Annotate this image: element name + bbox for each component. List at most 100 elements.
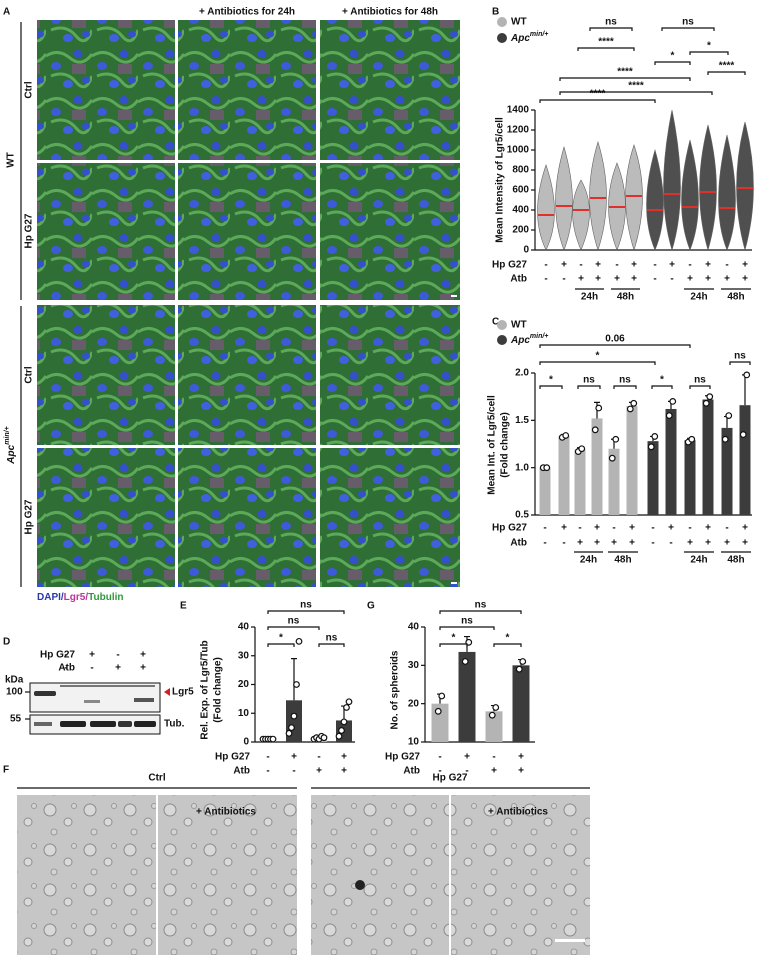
legend-label: WT bbox=[511, 17, 527, 28]
data-point bbox=[290, 712, 298, 720]
group-label: Hp G27 bbox=[432, 773, 467, 784]
group-label: 24h bbox=[581, 292, 598, 303]
annotation: ns bbox=[682, 17, 694, 28]
annotation: * bbox=[671, 51, 675, 62]
dot-cloud bbox=[555, 145, 573, 251]
condition-value: + bbox=[742, 274, 748, 285]
condition-name: Hp G27 bbox=[215, 752, 250, 763]
annotation: **** bbox=[598, 37, 614, 48]
legend-swatch bbox=[497, 17, 507, 27]
bracket bbox=[661, 27, 715, 31]
annotation: **** bbox=[719, 61, 735, 72]
bracket bbox=[577, 47, 635, 51]
y-tick-label: 0.5 bbox=[515, 510, 529, 521]
bracket bbox=[318, 643, 345, 647]
condition-value: + bbox=[518, 766, 524, 777]
data-point bbox=[702, 399, 710, 407]
dot-cloud bbox=[572, 179, 590, 251]
group-label: WT bbox=[6, 152, 17, 168]
y-tick-label: 20 bbox=[408, 698, 420, 709]
bracket bbox=[707, 71, 746, 75]
condition-value: - bbox=[669, 538, 672, 549]
stain: DAPI/ bbox=[37, 592, 64, 603]
data-point bbox=[743, 371, 751, 379]
y-axis-label: No. of spheroids bbox=[390, 650, 401, 729]
condition-value: + bbox=[577, 538, 583, 549]
bar bbox=[574, 449, 586, 515]
condition-value: - bbox=[653, 274, 656, 285]
y-axis-label: Mean Intensity of Lgr5/cell bbox=[495, 117, 506, 243]
row-label: Hp G27 bbox=[24, 499, 35, 534]
y-tick-label: 600 bbox=[512, 185, 529, 196]
error-bar bbox=[291, 658, 297, 701]
bar bbox=[539, 467, 551, 515]
y-tick-label: 1200 bbox=[507, 125, 530, 136]
y-tick-label: 1.5 bbox=[515, 415, 529, 426]
condition-value: + bbox=[291, 752, 297, 763]
dot-cloud bbox=[699, 124, 717, 252]
bracket bbox=[613, 385, 637, 389]
panel-letter: D bbox=[3, 637, 10, 648]
condition-value: - bbox=[670, 274, 673, 285]
legend-swatch bbox=[497, 33, 507, 43]
legend-label-main: Apc bbox=[510, 335, 530, 346]
condition-value: - bbox=[266, 752, 269, 763]
bar bbox=[626, 406, 638, 515]
bracket bbox=[539, 99, 656, 103]
dot-cloud bbox=[589, 140, 607, 251]
data-point bbox=[725, 412, 733, 420]
data-point bbox=[338, 727, 345, 734]
data-point bbox=[461, 658, 469, 665]
condition-value: + bbox=[611, 538, 617, 549]
y-tick-label: 10 bbox=[408, 737, 420, 748]
legend-label-sup: min/+ bbox=[530, 333, 548, 340]
condition-value: + bbox=[518, 752, 524, 763]
condition-value: - bbox=[90, 663, 93, 674]
condition-value: + bbox=[595, 260, 601, 271]
condition-value: + bbox=[724, 538, 730, 549]
marker: 100 bbox=[6, 687, 23, 698]
data-point bbox=[492, 704, 500, 711]
condition-value: - bbox=[651, 538, 654, 549]
bracket bbox=[267, 643, 295, 647]
annotation: * bbox=[279, 633, 283, 644]
condition-value: + bbox=[742, 538, 748, 549]
condition-value: - bbox=[492, 752, 495, 763]
group-label: 24h bbox=[580, 555, 597, 566]
y-axis-label: (Fold change) bbox=[500, 412, 511, 478]
data-point bbox=[293, 681, 300, 688]
condition-name: Hp G27 bbox=[492, 523, 527, 534]
bar bbox=[458, 651, 476, 742]
bracket bbox=[559, 77, 691, 81]
bracket bbox=[267, 610, 345, 614]
bracket bbox=[439, 626, 495, 630]
condition-value: - bbox=[438, 752, 441, 763]
marker: 55 bbox=[10, 714, 22, 725]
data-point bbox=[706, 393, 714, 401]
condition-value: + bbox=[595, 274, 601, 285]
annotation: * bbox=[506, 633, 510, 644]
condition-value: + bbox=[614, 274, 620, 285]
bracket bbox=[654, 61, 691, 65]
condition-value: + bbox=[668, 523, 674, 534]
data-point bbox=[608, 454, 616, 462]
group-label: 48h bbox=[617, 292, 634, 303]
column-header: + Antibiotics for 24h bbox=[199, 7, 295, 18]
condition-name: Atb bbox=[510, 274, 527, 285]
dot-cloud bbox=[718, 134, 736, 251]
condition-value: - bbox=[725, 523, 728, 534]
y-tick-label: 1400 bbox=[507, 105, 530, 116]
group-label-main: Apc bbox=[6, 444, 17, 464]
stain-legend: DAPI/Lgr5/Tubulin bbox=[37, 592, 123, 603]
data-point bbox=[647, 443, 655, 451]
data-point bbox=[343, 704, 350, 711]
data-point bbox=[519, 658, 527, 665]
row-label: Ctrl bbox=[24, 81, 35, 98]
data-point bbox=[340, 718, 348, 726]
bracket bbox=[577, 385, 601, 389]
data-point bbox=[578, 445, 586, 453]
y-tick-label: 1.0 bbox=[515, 462, 529, 473]
bar bbox=[512, 665, 530, 742]
y-tick-label: 0 bbox=[523, 245, 529, 256]
